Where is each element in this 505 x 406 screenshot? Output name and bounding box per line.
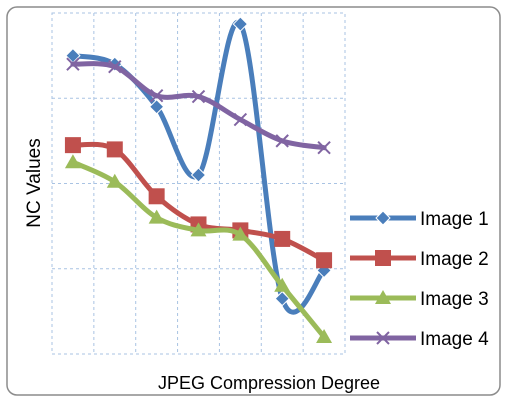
legend-item-4: Image 4 — [350, 329, 489, 350]
series-2-point-7 — [316, 252, 333, 269]
series-2-point-1 — [64, 137, 81, 154]
series-4-point-6-stroke-b — [275, 134, 289, 148]
series-4-point-5 — [233, 112, 248, 127]
series-2-point-2 — [106, 141, 123, 158]
legend-item-3: Image 3 — [350, 289, 489, 310]
legend-swatch-marker — [375, 290, 391, 304]
series-3-point-7 — [316, 328, 333, 343]
legend-swatch-marker-stroke-b — [376, 331, 390, 345]
series-3-point-6 — [274, 277, 291, 292]
series-3-point-4 — [190, 222, 207, 237]
series-4-point-6 — [275, 134, 289, 148]
series-4-point-1 — [66, 57, 80, 71]
series-4-point-7 — [317, 140, 331, 155]
legend-swatch-marker — [375, 210, 391, 226]
series-1-point-5 — [232, 16, 249, 32]
x-axis-label: JPEG Compression Degree — [158, 373, 380, 393]
legend-swatch-marker — [376, 331, 390, 345]
series-4-point-2-stroke-b — [108, 60, 122, 74]
series-4-point-1-stroke-b — [66, 57, 80, 71]
series-3-point-3 — [148, 209, 165, 224]
series-1-point-6 — [274, 290, 290, 307]
series-2-point-6 — [274, 230, 291, 247]
series-4-point-3-stroke-b — [149, 88, 164, 103]
series-4-point-4-stroke-b — [191, 89, 206, 104]
legend-item-1: Image 1 — [350, 209, 489, 230]
series-1-point-4 — [190, 167, 207, 183]
series-4-point-4 — [191, 89, 206, 104]
series-4-point-2 — [108, 60, 122, 74]
series-3 — [64, 154, 333, 343]
series-layer — [64, 16, 333, 343]
legend-swatch-marker — [375, 250, 391, 266]
legend-item-2: Image 2 — [350, 249, 489, 270]
series-4-point-7-stroke-b — [317, 140, 331, 155]
series-3-point-2 — [106, 173, 123, 188]
plot-area-border — [51, 12, 346, 355]
y-axis-label: NC Values — [24, 138, 45, 227]
legend-label: Image 2 — [420, 249, 489, 270]
series-4 — [66, 57, 331, 155]
legend: Image 1 Image 2 Image 3 Image 4 — [350, 209, 489, 350]
legend-label: Image 3 — [420, 289, 489, 310]
series-3-point-5 — [232, 226, 249, 241]
legend-label: Image 1 — [420, 209, 489, 230]
series-1-point-3 — [148, 99, 165, 115]
series-4-point-3 — [149, 88, 164, 103]
legend-label: Image 4 — [420, 329, 489, 350]
series-3-point-1 — [64, 154, 81, 169]
series-2-point-3 — [148, 188, 165, 205]
series-4-point-5-stroke-b — [233, 112, 248, 127]
